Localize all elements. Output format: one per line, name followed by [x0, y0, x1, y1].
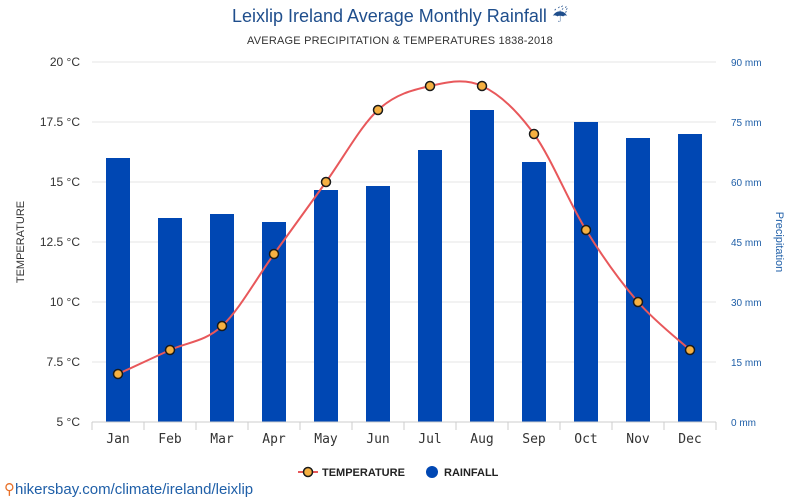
rainfall-bar — [314, 190, 338, 422]
temperature-point — [164, 344, 176, 356]
temperature-line — [117, 80, 691, 375]
temperature-point — [424, 80, 436, 92]
footer-source[interactable]: ⚲hikersbay.com/climate/ireland/leixlip — [4, 480, 253, 498]
temperature-points — [112, 80, 696, 380]
temperature-point — [112, 368, 124, 380]
y-tick-left: 5 °C — [57, 415, 81, 429]
x-tick-label: Apr — [262, 432, 286, 447]
y-tick-right: 45 mm — [731, 238, 762, 249]
x-tick-label: Aug — [470, 432, 493, 447]
x-tick-label: Sep — [522, 432, 546, 447]
y-tick-left: 12.5 °C — [40, 235, 80, 249]
legend-rainfall-label: RAINFALL — [444, 467, 499, 479]
rainfall-bar — [418, 150, 442, 422]
rainfall-bar — [366, 186, 390, 422]
rainfall-bar — [678, 134, 702, 422]
y-tick-right: 0 mm — [731, 418, 756, 429]
x-tick-label: Dec — [678, 432, 701, 447]
y-axis-right-title: Precipitation — [773, 212, 785, 273]
footer-link-text[interactable]: hikersbay.com/climate/ireland/leixlip — [15, 481, 254, 498]
x-tick-label: Jan — [106, 432, 129, 447]
temperature-point — [216, 320, 228, 332]
legend-rainfall-marker — [426, 466, 438, 478]
y-tick-left: 15 °C — [50, 175, 80, 189]
rainfall-bar — [626, 138, 650, 422]
x-tick-label: Oct — [574, 432, 597, 447]
x-tick-label: Feb — [158, 432, 182, 447]
y-tick-left: 10 °C — [50, 295, 80, 309]
temperature-point — [268, 248, 280, 260]
temperature-point — [580, 224, 592, 236]
temperature-point — [320, 176, 332, 188]
y-tick-left: 20 °C — [50, 55, 80, 69]
grid-lines — [92, 61, 716, 363]
rainfall-bar — [522, 162, 546, 422]
x-tick-label: May — [314, 432, 338, 447]
y-tick-left: 17.5 °C — [40, 115, 80, 129]
chart-title: Leixlip Ireland Average Monthly Rainfall… — [0, 6, 800, 27]
y-tick-right: 15 mm — [731, 358, 762, 369]
rainfall-bar — [574, 122, 598, 422]
map-pin-icon: ⚲ — [4, 481, 15, 498]
y-tick-right: 60 mm — [731, 178, 762, 189]
y-tick-right: 90 mm — [731, 58, 762, 69]
y-tick-left: 7.5 °C — [47, 355, 81, 369]
chart-subtitle: AVERAGE PRECIPITATION & TEMPERATURES 183… — [247, 35, 553, 47]
legend-temperature-label: TEMPERATURE — [322, 467, 405, 479]
x-tick-label: Mar — [210, 432, 234, 447]
x-axis: Jan Feb Mar Apr May Jun Jul Aug Sep Oct Nov Dec — [91, 421, 717, 447]
x-tick-label: Jul — [418, 432, 441, 447]
temperature-point — [372, 104, 384, 116]
x-tick-label: Jun — [366, 432, 389, 447]
chart-title-text: Leixlip Ireland Average Monthly Rainfall — [231, 6, 547, 26]
rainfall-bar — [158, 218, 182, 422]
legend: TEMPERATURE RAINFALL — [298, 466, 499, 479]
y-axis-left: 20 °C 17.5 °C 15 °C 12.5 °C 10 °C 7.5 °C 5 °C — [40, 55, 80, 429]
y-tick-right: 75 mm — [731, 118, 762, 129]
temperature-point — [684, 344, 696, 356]
temperature-point — [528, 128, 540, 140]
temperature-point — [632, 296, 644, 308]
y-axis-right: 90 mm 75 mm 60 mm 45 mm 30 mm 15 mm 0 mm — [731, 58, 762, 429]
y-tick-right: 30 mm — [731, 298, 762, 309]
rainfall-bars — [106, 110, 702, 422]
y-axis-left-title: TEMPERATURE — [15, 201, 27, 283]
x-tick-label: Nov — [626, 432, 650, 447]
umbrella-icon: ☔ — [551, 6, 568, 26]
legend-temperature-marker — [302, 466, 314, 478]
temperature-point — [476, 80, 488, 92]
rainfall-bar — [106, 158, 130, 422]
rainfall-bar — [470, 110, 494, 422]
